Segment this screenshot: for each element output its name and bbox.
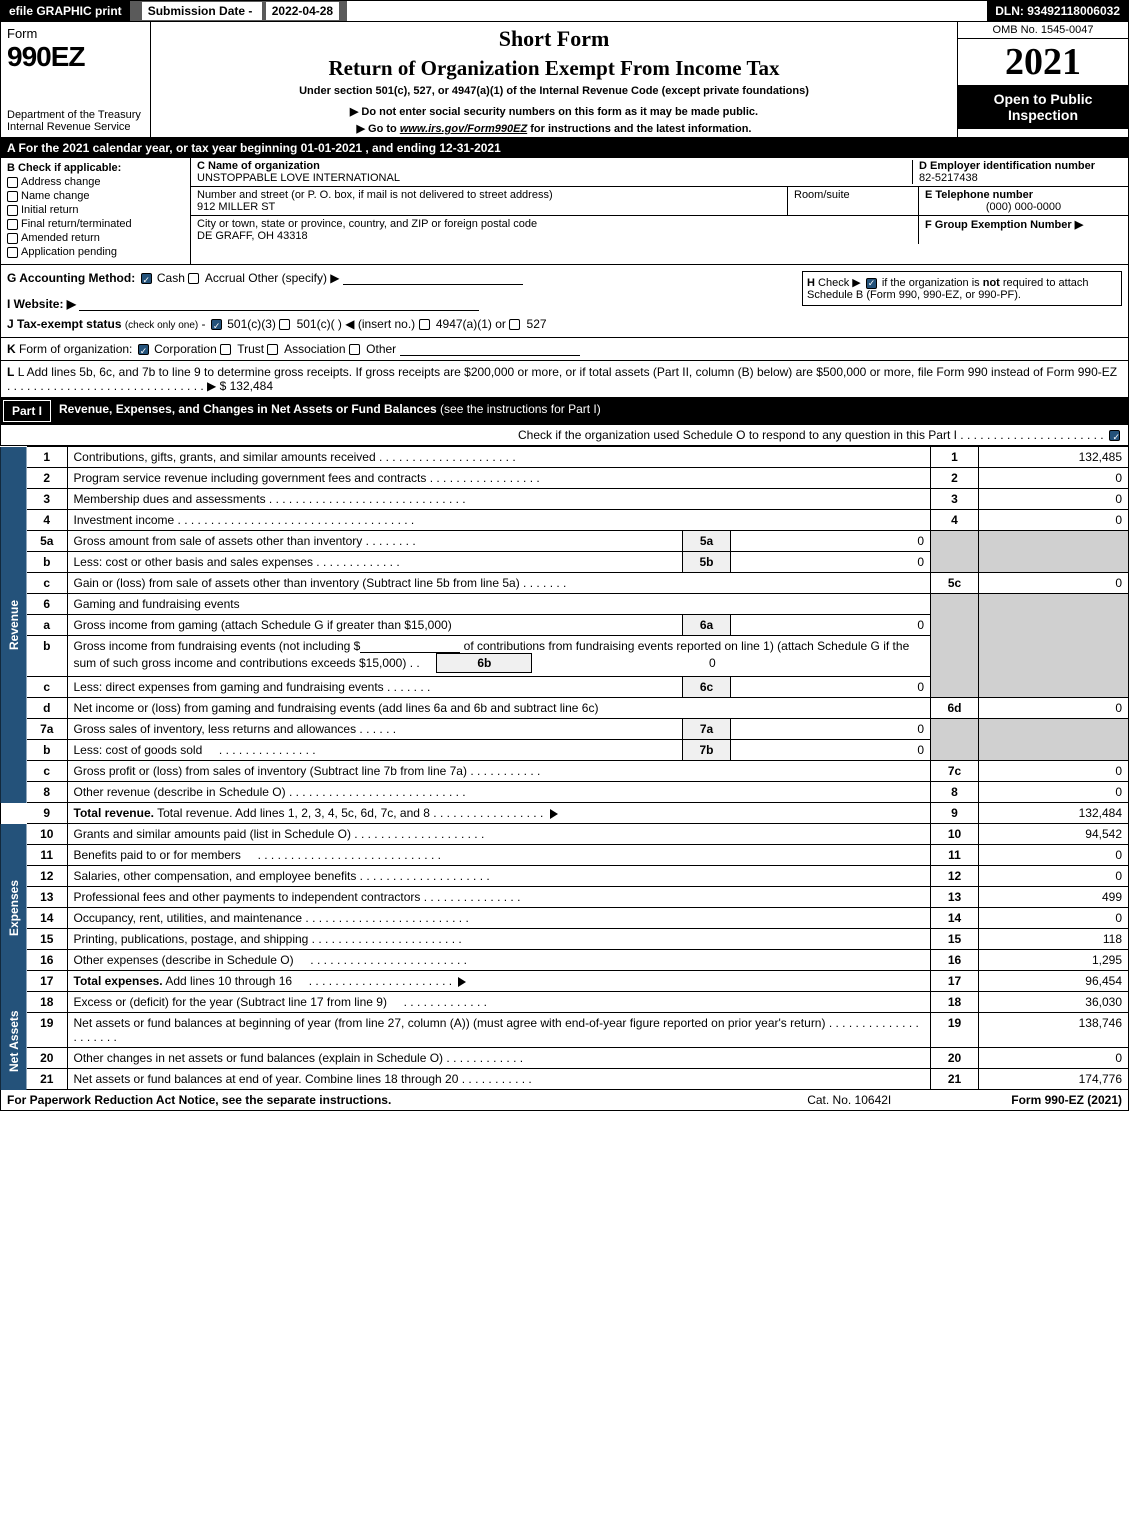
street-label: Number and street (or P. O. box, if mail… — [197, 189, 781, 201]
revenue-tab: Revenue — [1, 447, 28, 803]
sched-o-checkbox[interactable] — [1109, 430, 1120, 441]
street-val: 912 MILLER ST — [197, 201, 781, 213]
checkbox[interactable] — [7, 233, 18, 244]
checkbox[interactable] — [7, 247, 18, 258]
h-box: H Check ▶ if the organization is not req… — [802, 271, 1122, 306]
corp-checkbox[interactable] — [138, 344, 149, 355]
checkbox[interactable] — [7, 177, 18, 188]
col-b: B Check if applicable: Address change Na… — [1, 158, 191, 264]
checkbox[interactable] — [7, 219, 18, 230]
cat-no: Cat. No. 10642I — [807, 1093, 891, 1107]
department: Department of the Treasury Internal Reve… — [7, 109, 144, 133]
form-ref: Form 990-EZ (2021) — [1011, 1093, 1122, 1107]
revenue-table: Revenue 1Contributions, gifts, grants, a… — [0, 446, 1129, 1090]
row-a: A For the 2021 calendar year, or tax yea… — [0, 138, 1129, 158]
city-val: DE GRAFF, OH 43318 — [197, 230, 912, 242]
section-ghi: H Check ▶ if the organization is not req… — [0, 265, 1129, 338]
form-number: 990EZ — [7, 41, 144, 73]
phone: (000) 000-0000 — [925, 201, 1122, 213]
row-l: L L Add lines 5b, 6c, and 7b to line 9 t… — [0, 361, 1129, 398]
arrow-icon — [458, 977, 466, 987]
open-inspection: Open to Public Inspection — [958, 85, 1128, 129]
return-title: Return of Organization Exempt From Incom… — [157, 56, 951, 81]
org-name: UNSTOPPABLE LOVE INTERNATIONAL — [197, 172, 912, 184]
sched-o-check: Check if the organization used Schedule … — [0, 425, 1129, 446]
checkbox[interactable] — [7, 205, 18, 216]
arrow-icon — [550, 809, 558, 819]
footer: For Paperwork Reduction Act Notice, see … — [0, 1090, 1129, 1111]
dln: DLN: 93492118006032 — [987, 1, 1128, 21]
c-name-label: C Name of organization — [197, 160, 912, 172]
do-not-enter: ▶ Do not enter social security numbers o… — [157, 105, 951, 118]
goto-link: ▶ Go to www.irs.gov/Form990EZ for instru… — [157, 122, 951, 135]
pra-notice: For Paperwork Reduction Act Notice, see … — [7, 1093, 391, 1107]
other-specify-input[interactable] — [343, 271, 523, 285]
cash-checkbox[interactable] — [141, 273, 152, 284]
form-header: Form 990EZ Department of the Treasury In… — [0, 22, 1129, 138]
expenses-tab: Expenses — [1, 824, 28, 992]
under-section: Under section 501(c), 527, or 4947(a)(1)… — [157, 85, 951, 97]
4947-checkbox[interactable] — [419, 319, 430, 330]
527-checkbox[interactable] — [509, 319, 520, 330]
row-k: K Form of organization: Corporation Trus… — [0, 338, 1129, 361]
irs-link[interactable]: www.irs.gov/Form990EZ — [400, 123, 527, 135]
accrual-checkbox[interactable] — [188, 273, 199, 284]
other-checkbox[interactable] — [349, 344, 360, 355]
ein: 82-5217438 — [919, 172, 1122, 184]
omb-number: OMB No. 1545-0047 — [958, 22, 1128, 39]
e-label: E Telephone number — [925, 189, 1122, 201]
efile-label: efile GRAPHIC print — [1, 1, 130, 21]
city-label: City or town, state or province, country… — [197, 218, 912, 230]
checkbox[interactable] — [7, 191, 18, 202]
short-form-title: Short Form — [157, 26, 951, 52]
submission-date: Submission Date - 2022-04-28 — [130, 1, 347, 21]
section-bcdef: B Check if applicable: Address change Na… — [0, 158, 1129, 265]
top-bar: efile GRAPHIC print Submission Date - 20… — [0, 0, 1129, 22]
d-label: D Employer identification number — [919, 160, 1122, 172]
trust-checkbox[interactable] — [220, 344, 231, 355]
part1-header: Part I Revenue, Expenses, and Changes in… — [0, 398, 1129, 425]
f-label: F Group Exemption Number ▶ — [925, 218, 1122, 231]
netassets-tab: Net Assets — [1, 992, 28, 1090]
assoc-checkbox[interactable] — [267, 344, 278, 355]
room-label: Room/suite — [788, 187, 918, 215]
tax-year: 2021 — [958, 39, 1128, 85]
h-checkbox[interactable] — [866, 278, 877, 289]
website-input[interactable] — [79, 297, 479, 311]
501c-checkbox[interactable] — [279, 319, 290, 330]
form-word: Form — [7, 26, 144, 41]
part1-label: Part I — [3, 400, 51, 422]
501c3-checkbox[interactable] — [211, 319, 222, 330]
